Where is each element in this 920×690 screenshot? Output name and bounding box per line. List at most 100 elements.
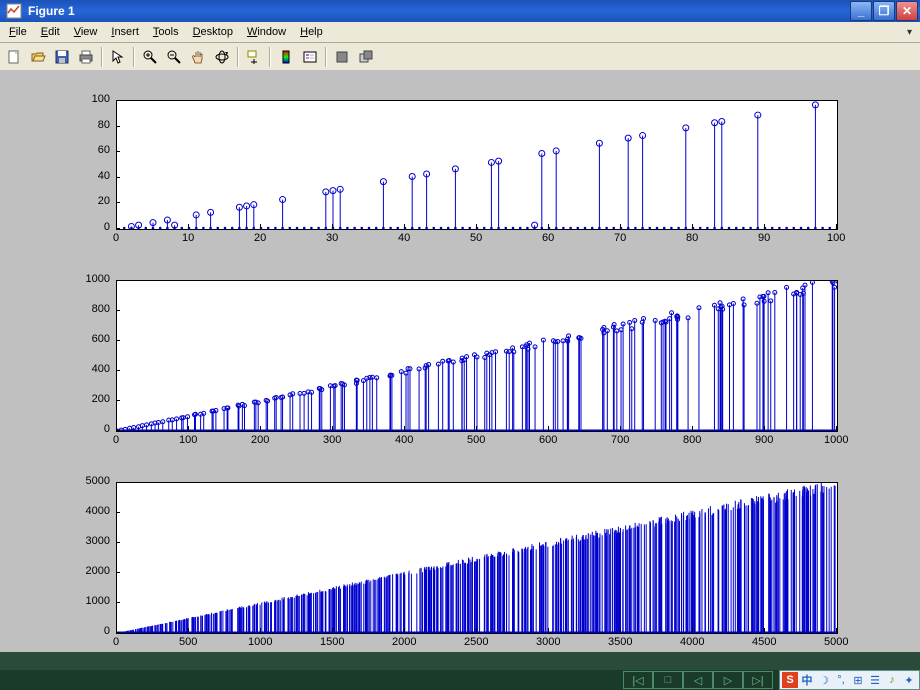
system-tray: S 中 ☽ °, ⊞ ☰ ♪ ✦ — [779, 670, 920, 690]
media-prev-icon[interactable]: |◁ — [623, 671, 653, 689]
colorbar-icon[interactable] — [274, 45, 298, 69]
toolbar-sep — [101, 47, 103, 67]
rotate-icon[interactable] — [210, 45, 234, 69]
xtick-label: 4500 — [752, 636, 776, 648]
xtick-label: 500 — [179, 636, 197, 648]
ytick-label: 0 — [104, 423, 110, 435]
menu-tools[interactable]: Tools — [146, 24, 186, 40]
window-buttons: _ ❐ ✕ — [850, 1, 918, 21]
xtick-label: 300 — [323, 434, 341, 446]
xtick-label: 70 — [614, 232, 626, 244]
xtick-label: 100 — [827, 232, 845, 244]
menu-help[interactable]: Help — [293, 24, 330, 40]
arrow-icon[interactable] — [106, 45, 130, 69]
menu-window[interactable]: Window — [240, 24, 293, 40]
menubar: File Edit View Insert Tools Desktop Wind… — [0, 22, 920, 43]
xtick-label: 0 — [113, 636, 119, 648]
maximize-button[interactable]: ❐ — [873, 1, 895, 21]
close-button[interactable]: ✕ — [896, 1, 918, 21]
toolbar — [0, 43, 920, 72]
menu-desktop[interactable]: Desktop — [186, 24, 240, 40]
ytick-label: 80 — [98, 119, 110, 131]
ytick-label: 4000 — [86, 505, 110, 517]
media-buttons: |◁ □ ◁ ▷ ▷| — [623, 671, 773, 689]
media-rew-icon[interactable]: ◁ — [683, 671, 713, 689]
open-icon[interactable] — [26, 45, 50, 69]
tray-s-icon[interactable]: S — [782, 672, 798, 688]
xtick-label: 2500 — [464, 636, 488, 648]
print-icon[interactable] — [74, 45, 98, 69]
taskbar: |◁ □ ◁ ▷ ▷| S 中 ☽ °, ⊞ ☰ ♪ ✦ — [0, 670, 920, 690]
xtick-label: 500 — [467, 434, 485, 446]
stem-plot — [117, 483, 837, 633]
save-icon[interactable] — [50, 45, 74, 69]
figure-area: 0204060801000102030405060708090100020040… — [0, 70, 920, 652]
xtick-label: 400 — [395, 434, 413, 446]
xtick-label: 3000 — [536, 636, 560, 648]
xtick-label: 0 — [113, 434, 119, 446]
media-play-icon[interactable]: ▷ — [713, 671, 743, 689]
xtick-label: 60 — [542, 232, 554, 244]
xtick-label: 200 — [251, 434, 269, 446]
xtick-label: 90 — [758, 232, 770, 244]
menu-edit[interactable]: Edit — [34, 24, 67, 40]
subplot-3[interactable] — [116, 482, 838, 634]
xtick-label: 40 — [398, 232, 410, 244]
xtick-label: 600 — [539, 434, 557, 446]
xtick-label: 1000 — [824, 434, 848, 446]
xtick-label: 80 — [686, 232, 698, 244]
xtick-label: 30 — [326, 232, 338, 244]
tray-sound-icon[interactable]: ♪ — [884, 672, 900, 688]
menu-view[interactable]: View — [67, 24, 105, 40]
tray-menu-icon[interactable]: ☰ — [867, 672, 883, 688]
xtick-label: 1000 — [248, 636, 272, 648]
toolbar-sep — [325, 47, 327, 67]
ytick-label: 1000 — [86, 273, 110, 285]
ytick-label: 200 — [92, 393, 110, 405]
undock-icon[interactable] — [354, 45, 378, 69]
tray-ime-icon[interactable]: 中 — [799, 672, 815, 688]
datacursor-icon[interactable] — [242, 45, 266, 69]
subplot-1[interactable] — [116, 100, 838, 230]
zoomout-icon[interactable] — [162, 45, 186, 69]
ytick-label: 0 — [104, 625, 110, 637]
menu-chevron-icon: ▾ — [901, 27, 918, 38]
xtick-label: 50 — [470, 232, 482, 244]
tray-moon-icon[interactable]: ☽ — [816, 672, 832, 688]
toolbar-sep — [133, 47, 135, 67]
tray-punct-icon[interactable]: °, — [833, 672, 849, 688]
menu-insert[interactable]: Insert — [104, 24, 146, 40]
xtick-label: 4000 — [680, 636, 704, 648]
ytick-label: 600 — [92, 333, 110, 345]
xtick-label: 1500 — [320, 636, 344, 648]
ytick-label: 0 — [104, 221, 110, 233]
tray-config-icon[interactable]: ✦ — [901, 672, 917, 688]
ytick-label: 60 — [98, 144, 110, 156]
tray-keyboard-icon[interactable]: ⊞ — [850, 672, 866, 688]
xtick-label: 900 — [755, 434, 773, 446]
zoomin-icon[interactable] — [138, 45, 162, 69]
xtick-label: 3500 — [608, 636, 632, 648]
ytick-label: 800 — [92, 303, 110, 315]
xtick-label: 100 — [179, 434, 197, 446]
app-icon — [6, 3, 22, 19]
xtick-label: 0 — [113, 232, 119, 244]
xtick-label: 2000 — [392, 636, 416, 648]
legend-icon[interactable] — [298, 45, 322, 69]
ytick-label: 1000 — [86, 595, 110, 607]
menu-file[interactable]: File — [2, 24, 34, 40]
subplot-2[interactable] — [116, 280, 838, 432]
xtick-label: 10 — [182, 232, 194, 244]
new-icon[interactable] — [2, 45, 26, 69]
window-title: Figure 1 — [26, 4, 850, 18]
ytick-label: 400 — [92, 363, 110, 375]
media-next-icon[interactable]: ▷| — [743, 671, 773, 689]
media-stop-icon[interactable]: □ — [653, 671, 683, 689]
pan-icon[interactable] — [186, 45, 210, 69]
xtick-label: 700 — [611, 434, 629, 446]
xtick-label: 800 — [683, 434, 701, 446]
ytick-label: 100 — [92, 93, 110, 105]
dock-icon[interactable] — [330, 45, 354, 69]
minimize-button[interactable]: _ — [850, 1, 872, 21]
stem-plot — [117, 101, 837, 229]
